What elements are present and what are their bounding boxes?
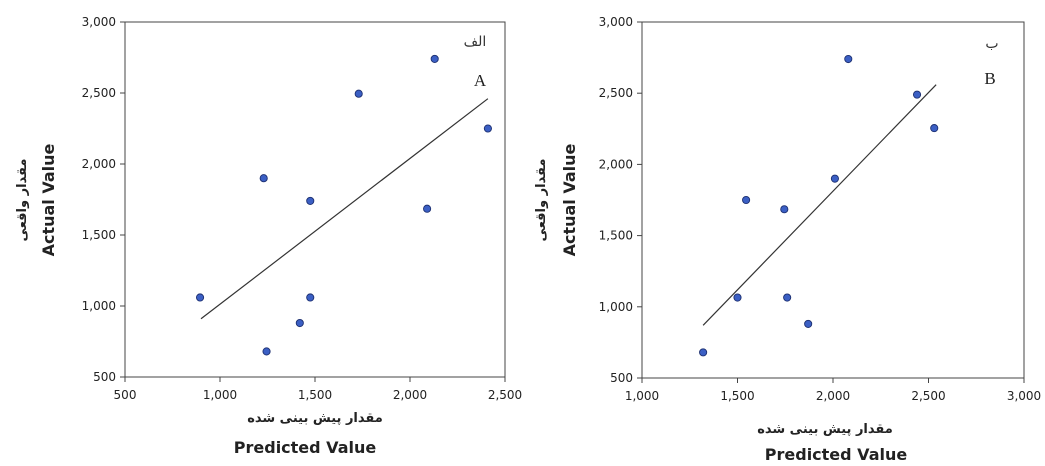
data-point-a	[295, 318, 304, 328]
trendline-a	[200, 98, 489, 320]
x-tick-label-b: 3,000	[1007, 389, 1041, 403]
data-point-a	[262, 347, 271, 356]
x-tick-label-a: 500	[114, 388, 137, 402]
x-tick-label-b: 1,000	[625, 389, 659, 403]
data-point-b	[742, 195, 751, 205]
y-axis-label-en-b: Actual Value	[560, 143, 579, 256]
ticks-a: 500 1,000 1,500 2,000 2,500 500 1,000 1,500 2,00…	[82, 15, 523, 402]
y-axis-label-fa-a: مقدار واقعی	[15, 159, 30, 242]
marks-a	[195, 54, 492, 356]
x-tick-label-a: 2,000	[393, 388, 427, 402]
y-axis-label-en-a: Actual Value	[39, 143, 58, 256]
x-axis-label-en-a: Predicted Value	[234, 438, 377, 457]
data-point-a	[483, 124, 492, 133]
data-point-b	[780, 205, 789, 214]
data-point-a	[259, 174, 268, 183]
trendline-b	[702, 84, 937, 326]
data-point-b	[912, 90, 922, 99]
data-point-a	[354, 89, 363, 98]
marks-b	[699, 54, 939, 357]
data-point-a	[306, 196, 315, 205]
y-axis-label-fa-b: مقدار واقعی	[534, 159, 549, 242]
ticks-b: 1,000 1,500 2,000 2,500 3,000 500 1,000 1,500 2,…	[599, 15, 1042, 403]
panel-label-fa-b: ب	[985, 36, 998, 52]
y-tick-label-b: 2,000	[599, 157, 633, 171]
panel-label-fa-a: الف	[464, 34, 487, 50]
data-point-b	[804, 319, 813, 328]
x-tick-label-a: 1,500	[298, 388, 332, 402]
data-point-a	[430, 54, 439, 63]
data-point-b	[783, 293, 792, 302]
panel-b: 1,000 1,500 2,000 2,500 3,000 500 1,000 1,500 2,…	[534, 15, 1041, 464]
x-axis-label-fa-b: مقدار پیش بینی شده	[757, 422, 893, 437]
y-tick-label-a: 2,000	[82, 157, 116, 171]
y-tick-label-b: 2,500	[599, 86, 633, 100]
y-tick-label-a: 500	[93, 370, 116, 384]
y-tick-label-b: 1,500	[599, 229, 633, 243]
data-point-b	[930, 124, 939, 133]
x-tick-label-b: 2,000	[816, 389, 850, 403]
plot-area-b	[641, 21, 1025, 379]
y-tick-label-b: 500	[610, 371, 633, 385]
x-axis-label-fa-a: مقدار پیش بینی شده	[247, 411, 383, 426]
y-tick-label-a: 1,000	[82, 299, 116, 313]
data-point-b	[844, 54, 853, 64]
x-tick-label-b: 2,500	[911, 389, 945, 403]
data-point-a	[306, 293, 315, 302]
panel-label-en-a: A	[474, 71, 487, 90]
plot-area-a	[124, 21, 506, 378]
data-point-a	[423, 204, 432, 213]
data-point-b	[733, 293, 742, 302]
panel-label-en-b: B	[984, 69, 995, 88]
x-axis-label-en-b: Predicted Value	[765, 445, 908, 464]
y-tick-label-a: 1,500	[82, 228, 116, 242]
y-tick-label-b: 3,000	[599, 15, 633, 29]
data-point-a	[195, 293, 205, 302]
x-tick-label-a: 2,500	[488, 388, 522, 402]
y-tick-label-b: 1,000	[599, 300, 633, 314]
panel-a: 500 1,000 1,500 2,000 2,500 500 1,000 1,500 2,00…	[15, 15, 522, 457]
x-tick-label-a: 1,000	[203, 388, 237, 402]
y-tick-label-a: 2,500	[82, 86, 116, 100]
data-point-b	[830, 174, 839, 183]
data-point-b	[699, 348, 708, 357]
y-tick-label-a: 3,000	[82, 15, 116, 29]
x-tick-label-b: 1,500	[720, 389, 754, 403]
